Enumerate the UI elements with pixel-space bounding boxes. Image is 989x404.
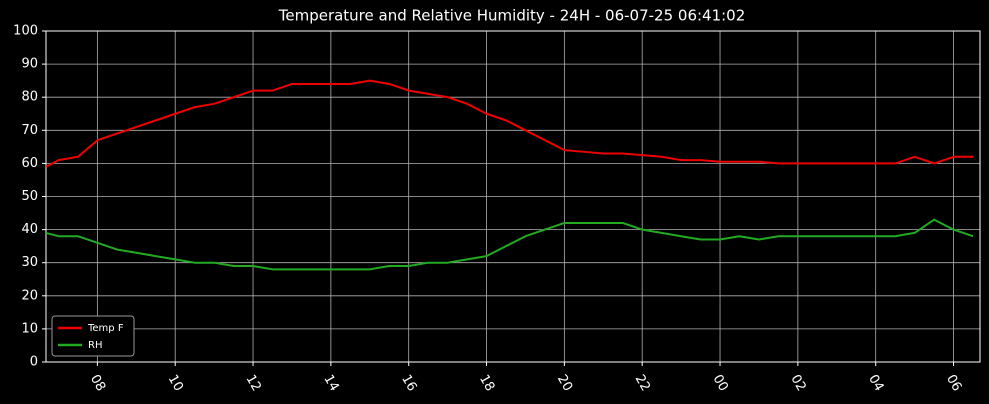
x-tick-label: 16 <box>398 372 419 394</box>
legend-label: RH <box>88 340 102 351</box>
x-tick-label: 10 <box>165 372 186 394</box>
y-tick-label: 100 <box>13 24 38 39</box>
series-line <box>45 218 974 271</box>
x-tick-label: 06 <box>943 372 964 394</box>
x-tick-label: 08 <box>87 372 108 394</box>
y-tick-label: 70 <box>21 123 38 138</box>
plot-frame <box>45 30 981 363</box>
series-line <box>45 79 973 168</box>
y-tick-label: 50 <box>21 189 38 204</box>
y-tick-label: 30 <box>21 255 38 270</box>
x-tick-label: 00 <box>710 372 731 394</box>
x-tick-label: 02 <box>787 372 808 394</box>
x-tick-label: 20 <box>554 372 575 394</box>
y-tick-label: 40 <box>21 222 38 237</box>
x-tick-label: 04 <box>865 372 886 394</box>
y-tick-label: 10 <box>21 321 38 336</box>
y-tick-label: 80 <box>21 90 38 105</box>
y-tick-label: 20 <box>21 288 38 303</box>
x-tick-label: 18 <box>476 372 497 394</box>
y-tick-label: 60 <box>21 156 38 171</box>
y-tick-label: 0 <box>30 355 38 370</box>
chart-title: Temperature and Relative Humidity - 24H … <box>278 7 746 25</box>
legend-label: Temp F <box>87 323 124 334</box>
x-tick-label: 12 <box>243 372 264 394</box>
x-tick-label: 14 <box>320 372 341 394</box>
y-tick-label: 90 <box>21 57 38 72</box>
x-tick-label: 22 <box>632 372 653 394</box>
